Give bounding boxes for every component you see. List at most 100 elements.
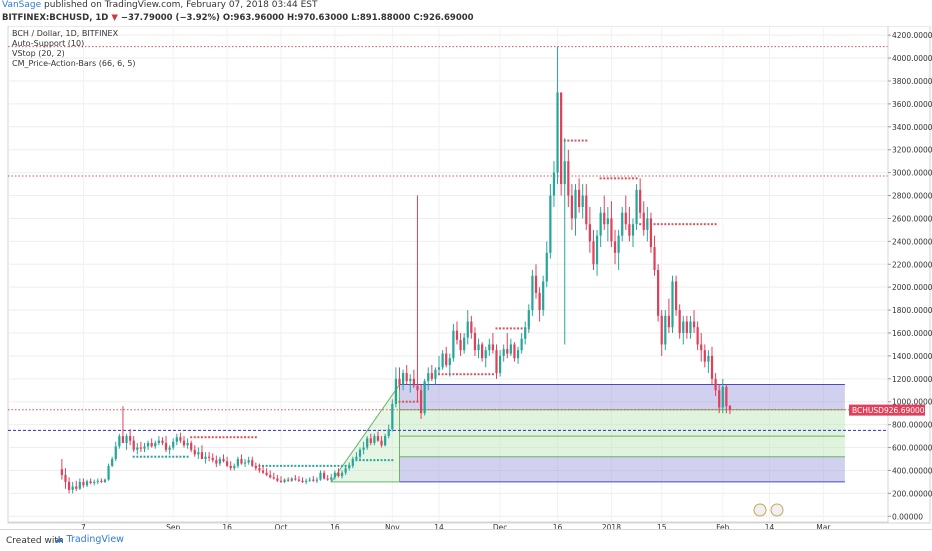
time-axis[interactable]: 7 Sep 16 Oct 16 Nov 14 Dec 16 2018 15 Feb 14 Mar <box>81 523 831 529</box>
candle-body <box>261 470 265 473</box>
candle-body <box>466 321 469 338</box>
candle-body <box>265 472 268 476</box>
indicator-price-action-bars[interactable]: CM_Price-Action-Bars (66, 6, 5) <box>12 59 136 68</box>
vstop-mark <box>190 436 193 439</box>
candle-body <box>64 475 67 482</box>
price-chart[interactable]: 0.00000 200.00000 400.00000 600.00000 800.00… <box>0 26 932 529</box>
tradingview-logo[interactable]: ☁ TradingView <box>54 534 124 545</box>
fib-band <box>399 409 845 437</box>
time-tick-label: Oct <box>274 523 287 529</box>
candle-body <box>646 218 649 230</box>
vstop-mark <box>254 436 257 439</box>
candle-body <box>297 479 301 481</box>
price-tick-label: 600.00000 <box>892 444 932 453</box>
vstop-mark <box>578 139 581 142</box>
vstop-mark <box>183 455 185 458</box>
change-value: −37.79000 (−3.92%) <box>120 13 220 23</box>
candle-body <box>437 367 441 370</box>
vstop-mark <box>165 455 168 458</box>
author-name[interactable]: VanSage <box>2 0 42 10</box>
candle-body <box>667 315 671 328</box>
candle-body <box>595 235 599 265</box>
candle-body <box>78 481 81 489</box>
time-tick-label: 15 <box>657 523 667 529</box>
vstop-mark <box>473 373 476 376</box>
candle-body <box>721 386 724 408</box>
candle-body <box>337 472 340 477</box>
candle-body <box>531 275 534 311</box>
candle-body <box>692 321 696 328</box>
fib-band <box>399 456 845 482</box>
vstop-mark <box>488 373 491 376</box>
vstop-mark <box>208 436 211 439</box>
brand-text: TradingView <box>66 534 124 545</box>
candle-body <box>534 275 538 293</box>
vstop-mark <box>244 436 247 439</box>
vstop-mark <box>193 436 196 439</box>
candle-body <box>279 480 283 482</box>
time-tick-label: 16 <box>222 523 232 529</box>
candle-body <box>340 472 344 477</box>
candle-body <box>168 447 171 450</box>
cloud-icon: ☁ <box>54 534 64 545</box>
vstop-mark <box>373 459 376 462</box>
vstop-mark <box>240 436 243 439</box>
event-flag-icon[interactable] <box>770 503 784 517</box>
candle-body <box>671 281 674 328</box>
event-icons[interactable] <box>753 503 784 517</box>
candle-body <box>495 350 498 374</box>
vstop-mark <box>689 223 692 226</box>
vstop-mark <box>621 177 624 180</box>
candle-body <box>326 478 329 480</box>
event-flag-icon[interactable] <box>753 503 767 517</box>
fib-channel <box>330 382 845 483</box>
candle-body <box>502 349 505 356</box>
candle-body <box>542 281 545 311</box>
candle-body <box>132 440 135 450</box>
indicator-auto-support[interactable]: Auto-Support (10) <box>12 39 84 48</box>
candle-body <box>524 327 527 339</box>
candle-body <box>427 373 430 382</box>
indicator-vstop[interactable]: VStop (20, 2) <box>12 49 65 58</box>
vstop-mark <box>402 400 405 403</box>
vstop-mark <box>635 177 638 180</box>
candle-body <box>136 447 139 450</box>
candle-body <box>60 469 63 476</box>
candle-body <box>560 92 563 185</box>
price-tick-label: 2000.00000 <box>892 283 932 292</box>
price-tick-label: 3200.00000 <box>892 146 932 155</box>
vstop-mark <box>154 455 157 458</box>
price-axis[interactable]: 0.00000 200.00000 400.00000 600.00000 800.00… <box>888 31 932 521</box>
time-tick-label: Sep <box>166 523 180 529</box>
vstop-mark <box>312 464 315 467</box>
candle-body <box>423 381 426 414</box>
vstop-mark <box>711 223 713 226</box>
candle-body <box>362 447 365 450</box>
chart-legend: BCH / Dollar, 1D, BITFINEX Auto-Support … <box>12 29 136 68</box>
vstop-mark <box>161 455 164 458</box>
candle-body <box>236 458 239 466</box>
candle-body <box>570 195 574 219</box>
vstop-mark <box>297 464 300 467</box>
time-tick-label: Dec <box>493 523 508 529</box>
candle-body <box>67 481 71 490</box>
vstop-mark <box>517 327 520 330</box>
candle-body <box>642 212 645 230</box>
vstop-mark <box>678 223 681 226</box>
candle-body <box>682 321 685 333</box>
candle-body <box>366 438 369 448</box>
candle-body <box>635 189 638 225</box>
candle-body <box>527 310 530 328</box>
vstop-mark <box>147 455 150 458</box>
vstop-mark <box>197 436 200 439</box>
candle-body <box>725 386 728 407</box>
candle-body <box>391 404 394 430</box>
candle-body <box>330 477 333 480</box>
candle-body <box>549 195 552 253</box>
vstop-mark <box>700 223 703 226</box>
vstop-mark <box>236 436 239 439</box>
time-tick-label: 16 <box>553 523 563 529</box>
candle-body <box>394 378 398 405</box>
vstop-mark <box>639 223 642 226</box>
high-value: H:970.63000 <box>287 13 349 23</box>
